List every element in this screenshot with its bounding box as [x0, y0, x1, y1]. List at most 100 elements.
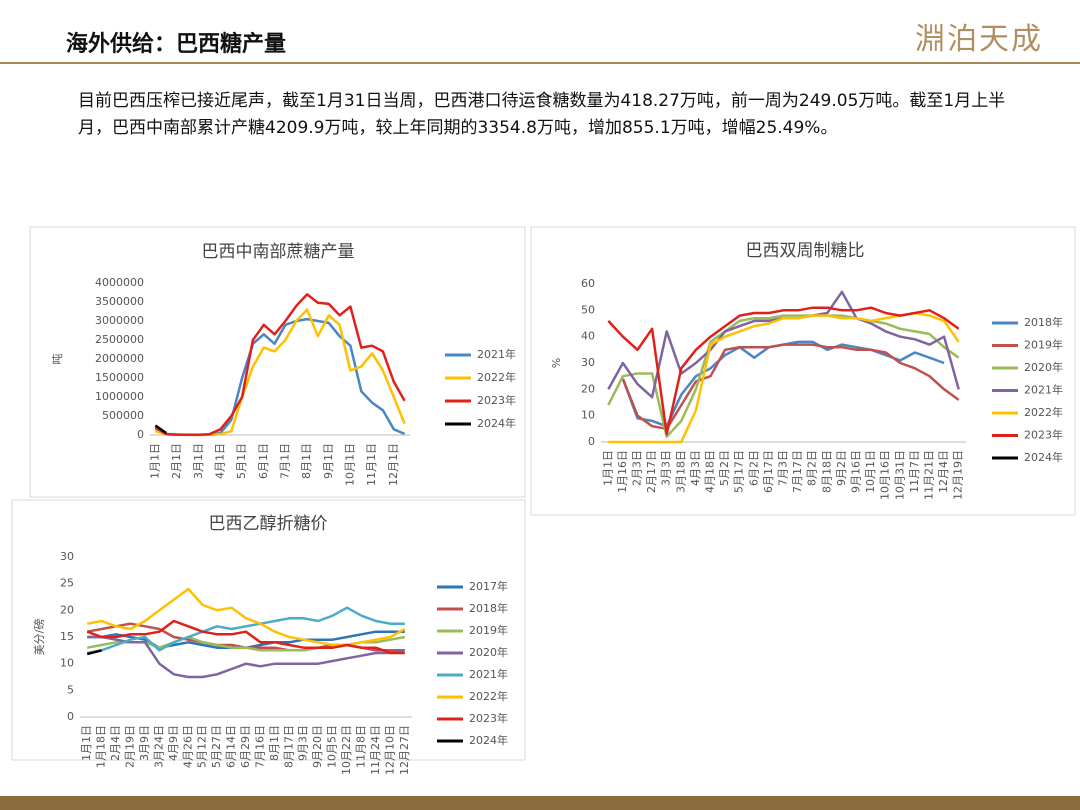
series-line — [154, 424, 168, 435]
y-tick-label: 1500000 — [95, 371, 144, 384]
y-tick-label: 30 — [581, 356, 595, 369]
y-axis-label: % — [550, 358, 563, 368]
x-tick-label: 9月1日 — [322, 443, 335, 479]
chart-frame — [530, 226, 1076, 516]
legend-label: 2019年 — [1024, 338, 1063, 352]
x-tick-label: 7月17日 — [791, 450, 804, 493]
x-tick-label: 5月12日 — [196, 725, 209, 768]
footer-band — [0, 796, 1080, 810]
legend-label: 2019年 — [469, 623, 508, 637]
x-tick-label: 8月1日 — [268, 725, 281, 761]
x-tick-label: 12月1日 — [387, 443, 400, 486]
series-line — [621, 343, 960, 431]
body-text: 目前巴西压榨已接近尾声，截至1月31日当周，巴西港口待运食糖数量为418.27万… — [78, 91, 1006, 138]
y-tick-label: 20 — [581, 382, 595, 395]
x-tick-label: 8月17日 — [282, 725, 295, 768]
slide-title: 海外供给：巴西糖产量 — [66, 32, 287, 57]
x-tick-label: 12月19日 — [952, 450, 965, 500]
legend-label: 2018年 — [469, 601, 508, 615]
y-tick-label: 0 — [137, 428, 144, 441]
x-tick-label: 6月29日 — [239, 725, 252, 768]
legend-label: 2024年 — [469, 733, 508, 747]
x-tick-label: 2月17日 — [645, 450, 658, 493]
legend-label: 2023年 — [1024, 428, 1063, 442]
x-tick-label: 2月19日 — [124, 725, 137, 768]
x-tick-label: 12月4日 — [937, 450, 950, 493]
x-tick-label: 11月21日 — [923, 450, 936, 500]
x-tick-label: 6月14日 — [225, 725, 238, 768]
x-tick-label: 4月9日 — [167, 725, 180, 761]
x-tick-label: 4月1日 — [213, 443, 226, 479]
x-tick-label: 1月1日 — [601, 450, 614, 486]
x-tick-label: 10月22日 — [340, 725, 353, 775]
x-tick-label: 9月2日 — [835, 450, 848, 486]
y-tick-label: 20 — [60, 603, 74, 616]
legend-label: 2023年 — [469, 711, 508, 725]
legend-label: 2020年 — [469, 645, 508, 659]
legend-label: 2022年 — [469, 689, 508, 703]
logo: 淵泊天成 — [915, 22, 1043, 57]
x-tick-label: 10月5日 — [326, 725, 339, 768]
x-tick-label: 12月27日 — [398, 725, 411, 775]
x-tick-label: 8月1日 — [300, 443, 313, 479]
y-tick-label: 4000000 — [95, 276, 144, 289]
legend-label: 2020年 — [1024, 360, 1063, 374]
series-line — [607, 314, 960, 438]
y-tick-label: 3000000 — [95, 314, 144, 327]
x-tick-label: 12月10日 — [383, 725, 396, 775]
legend-label: 2021年 — [469, 667, 508, 681]
chart-title: 巴西乙醇折糖价 — [209, 514, 328, 534]
series-line — [86, 649, 103, 656]
y-axis-label: 吨 — [51, 354, 64, 365]
legend-label: 2021年 — [477, 347, 516, 361]
x-tick-label: 9月20日 — [311, 725, 324, 768]
legend-label: 2022年 — [1024, 405, 1063, 419]
x-tick-label: 3月24日 — [152, 725, 165, 768]
x-tick-label: 4月3日 — [689, 450, 702, 486]
series-line — [86, 587, 406, 647]
x-tick-label: 11月1日 — [365, 443, 378, 486]
legend-label: 2023年 — [477, 393, 516, 407]
y-tick-label: 500000 — [102, 409, 144, 422]
series-line — [154, 293, 406, 437]
x-tick-label: 7月3日 — [777, 450, 790, 486]
legend-label: 2024年 — [1024, 450, 1063, 464]
y-tick-label: 3500000 — [95, 295, 144, 308]
x-tick-label: 9月3日 — [297, 725, 310, 761]
x-tick-label: 5月1日 — [235, 443, 248, 479]
legend-label: 2021年 — [1024, 383, 1063, 397]
x-tick-label: 3月18日 — [674, 450, 687, 493]
chart-title: 巴西双周制糖比 — [746, 241, 865, 261]
y-tick-label: 1000000 — [95, 390, 144, 403]
y-tick-label: 0 — [588, 435, 595, 448]
x-tick-label: 2月4日 — [109, 725, 122, 761]
legend-label: 2017年 — [469, 579, 508, 593]
x-tick-label: 9月16日 — [850, 450, 863, 493]
x-tick-label: 6月17日 — [762, 450, 775, 493]
y-tick-label: 30 — [60, 550, 74, 563]
y-tick-label: 2500000 — [95, 333, 144, 346]
y-tick-label: 25 — [60, 577, 74, 590]
y-tick-label: 0 — [67, 710, 74, 723]
y-axis-label: 美分/磅 — [32, 619, 46, 656]
x-tick-label: 1月1日 — [80, 725, 93, 761]
x-tick-label: 1月1日 — [148, 443, 161, 479]
x-tick-label: 8月18日 — [820, 450, 833, 493]
x-tick-label: 6月2日 — [747, 450, 760, 486]
x-tick-label: 11月8日 — [354, 725, 367, 768]
x-tick-label: 8月2日 — [806, 450, 819, 486]
y-tick-label: 10 — [60, 657, 74, 670]
x-tick-label: 10月1日 — [343, 443, 356, 486]
x-tick-label: 7月1日 — [278, 443, 291, 479]
x-tick-label: 5月2日 — [718, 450, 731, 486]
x-tick-label: 10月16日 — [879, 450, 892, 500]
y-tick-label: 10 — [581, 409, 595, 422]
x-tick-label: 5月27日 — [210, 725, 223, 768]
x-tick-label: 1月16日 — [616, 450, 629, 493]
x-tick-label: 11月7日 — [908, 450, 921, 493]
x-tick-label: 3月3日 — [660, 450, 673, 486]
x-tick-label: 2月3日 — [631, 450, 644, 486]
x-tick-label: 4月26日 — [181, 725, 194, 768]
chart-title: 巴西中南部蔗糖产量 — [202, 242, 355, 262]
